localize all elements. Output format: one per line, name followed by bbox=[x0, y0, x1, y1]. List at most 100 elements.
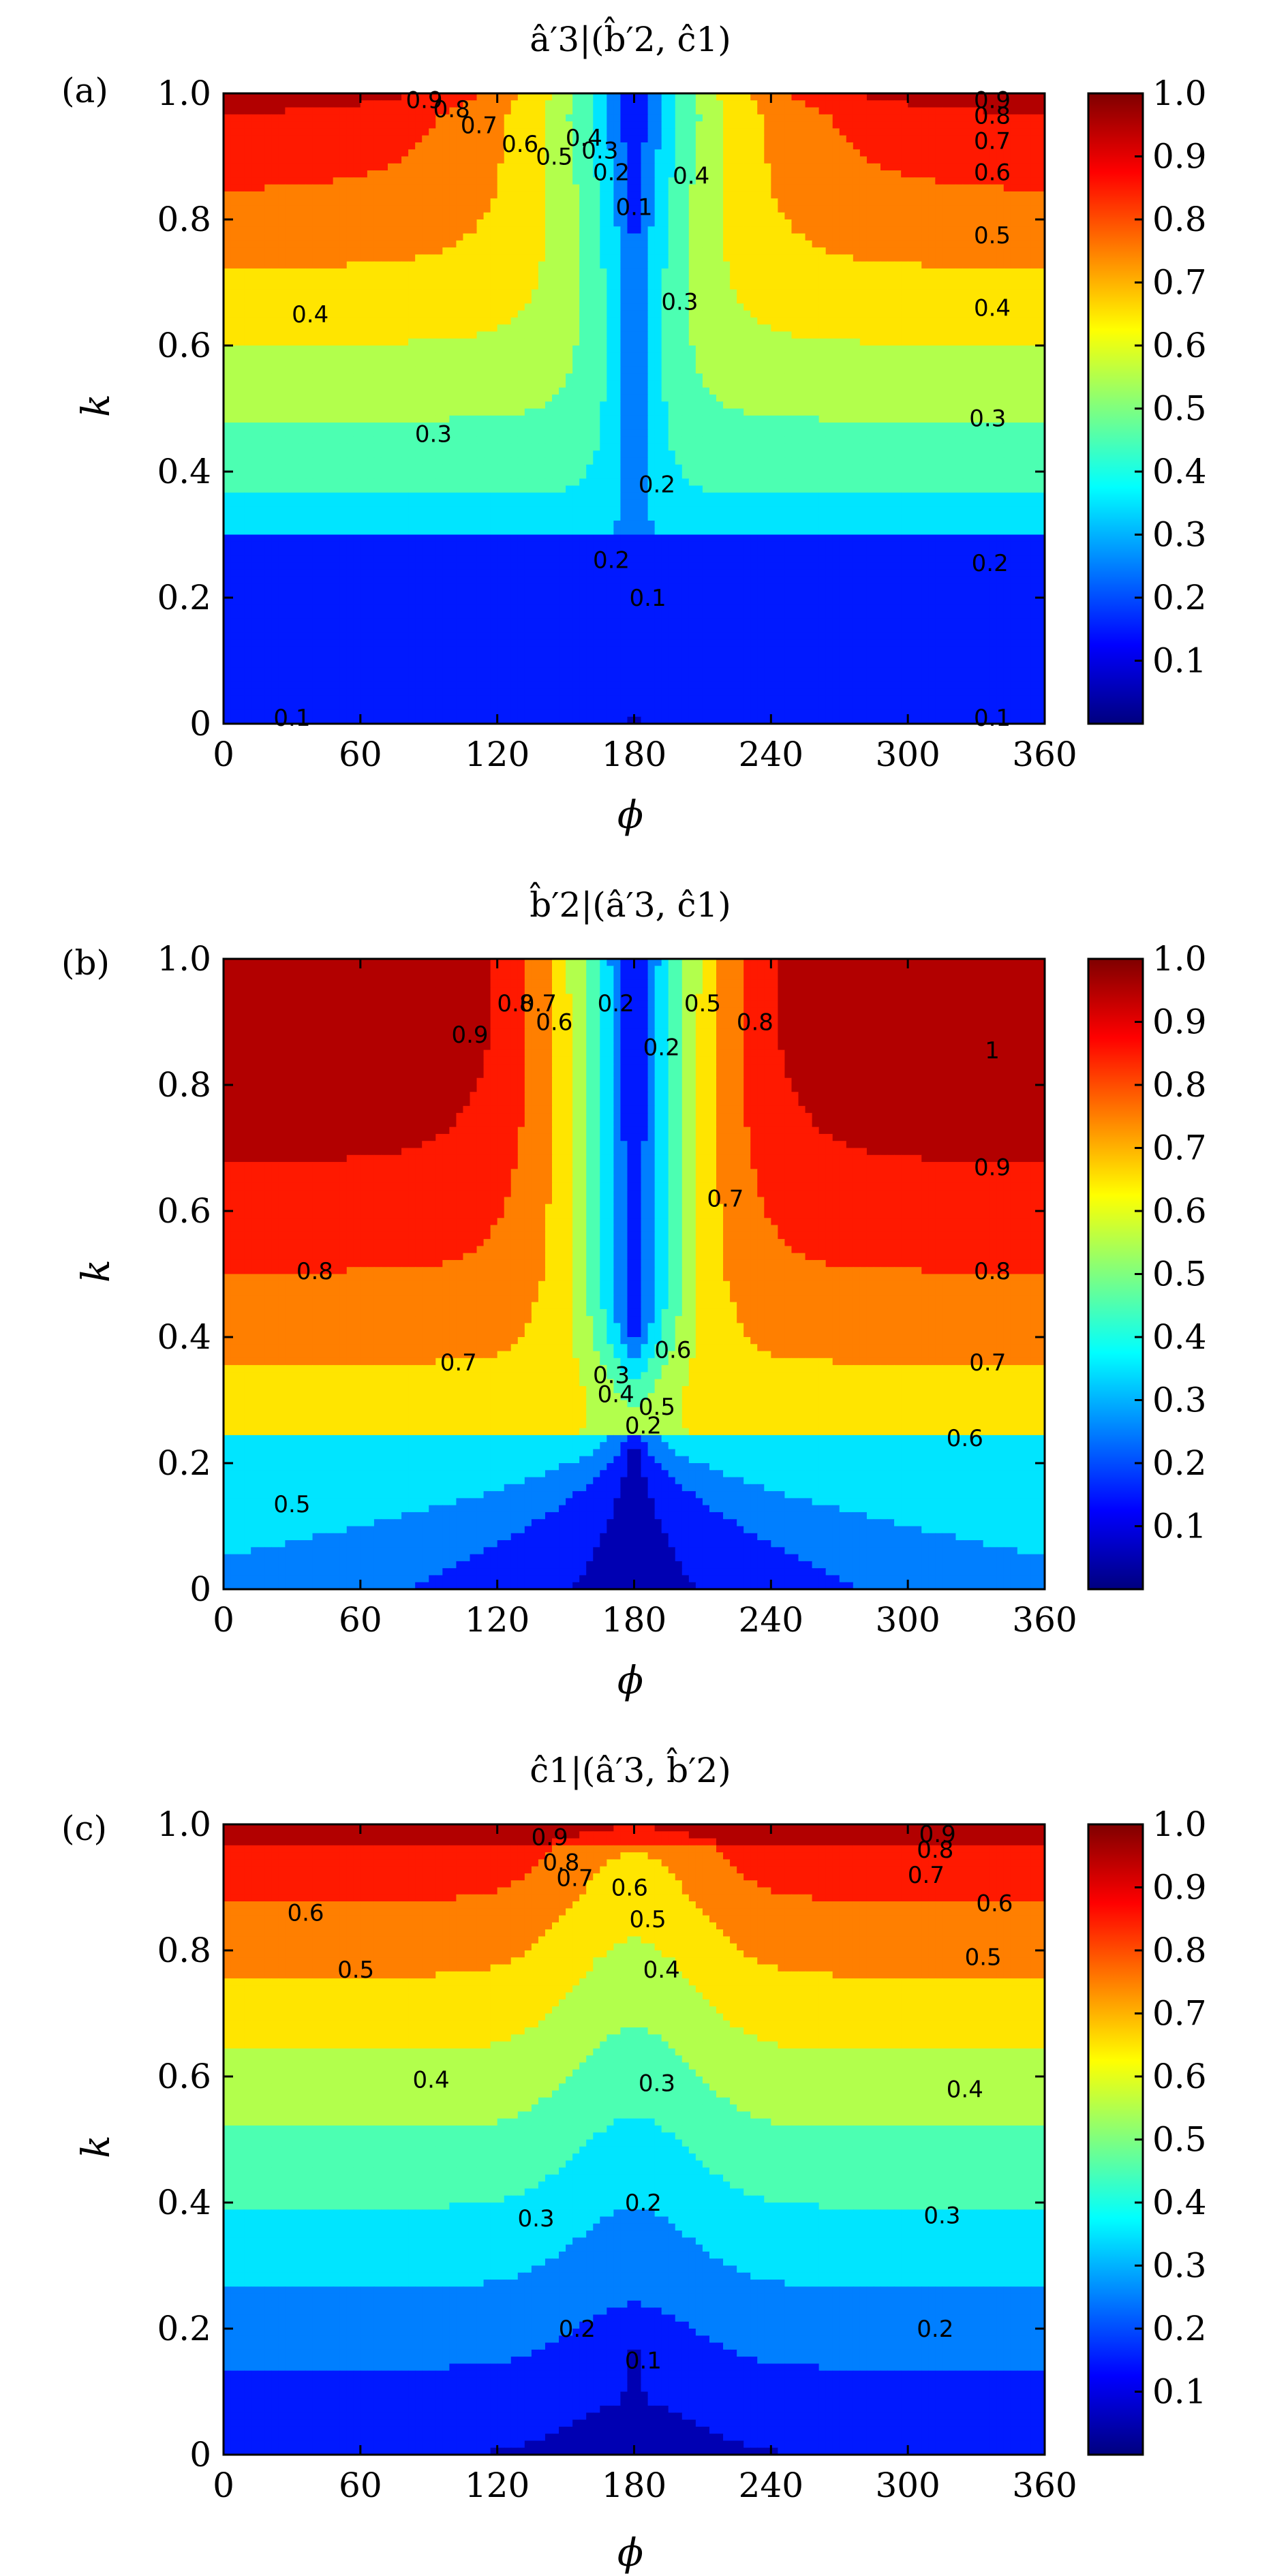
contour-cell bbox=[853, 352, 861, 361]
contour-cell bbox=[812, 338, 820, 346]
contour-cell bbox=[517, 107, 525, 115]
contour-cell bbox=[339, 352, 348, 361]
contour-cell bbox=[230, 191, 238, 199]
contour-cell bbox=[996, 149, 1005, 157]
contour-cell bbox=[1037, 121, 1045, 129]
contour-cell bbox=[1010, 149, 1018, 157]
contour-cell bbox=[360, 128, 368, 136]
contour-cell bbox=[456, 296, 464, 304]
contour-cell bbox=[312, 219, 320, 227]
contour-cell bbox=[1030, 128, 1039, 136]
contour-cell bbox=[915, 121, 922, 129]
contour-cell bbox=[996, 303, 1005, 311]
contour-cell bbox=[825, 100, 833, 108]
contour-cell bbox=[688, 275, 696, 283]
contour-cell bbox=[880, 233, 888, 241]
contour-cell bbox=[935, 107, 942, 115]
contour-cell bbox=[572, 324, 580, 333]
contour-cell bbox=[709, 114, 717, 122]
contour-cell bbox=[908, 324, 915, 333]
contour-cell bbox=[1010, 373, 1018, 381]
contour-cell bbox=[271, 93, 279, 101]
contour-cell bbox=[873, 346, 881, 353]
contour-cell bbox=[278, 135, 286, 143]
contour-cell bbox=[764, 310, 771, 318]
contour-cell bbox=[497, 324, 505, 333]
contour-cell bbox=[750, 149, 758, 157]
contour-cell bbox=[271, 296, 279, 304]
contour-cell bbox=[380, 191, 388, 199]
contour-cell bbox=[504, 359, 512, 367]
contour-cell bbox=[470, 331, 478, 339]
contour-cell bbox=[244, 282, 251, 290]
contour-cell bbox=[476, 338, 485, 346]
contour-cell bbox=[346, 226, 354, 234]
contour-cell bbox=[969, 346, 977, 353]
contour-cell bbox=[388, 289, 395, 297]
contour-cell bbox=[688, 346, 696, 353]
contour-cell bbox=[620, 289, 628, 297]
contour-cell bbox=[298, 296, 307, 304]
contour-cell bbox=[798, 366, 806, 374]
contour-cell bbox=[613, 275, 622, 283]
contour-cell bbox=[853, 100, 861, 108]
contour-cell bbox=[757, 114, 765, 122]
contour-cell bbox=[915, 156, 922, 164]
contour-cell bbox=[360, 373, 368, 381]
contour-cell bbox=[969, 107, 977, 115]
contour-cell bbox=[292, 247, 300, 255]
contour-cell bbox=[818, 149, 827, 157]
contour-cell bbox=[408, 247, 416, 255]
contour-cell bbox=[367, 282, 375, 290]
contour-cell bbox=[825, 149, 833, 157]
contour-cell bbox=[1024, 240, 1032, 248]
contour-cell bbox=[915, 310, 922, 318]
contour-cell bbox=[422, 107, 429, 115]
contour-cell bbox=[429, 275, 436, 283]
contour-cell bbox=[778, 346, 786, 353]
contour-cell bbox=[552, 331, 559, 339]
contour-cell bbox=[476, 373, 485, 381]
contour-cell bbox=[271, 268, 279, 276]
contour-cell bbox=[360, 163, 368, 171]
contour-cell bbox=[305, 233, 313, 241]
contour-cell bbox=[572, 93, 580, 101]
contour-cell bbox=[395, 149, 402, 157]
contour-cell bbox=[942, 346, 950, 353]
contour-cell bbox=[661, 373, 669, 381]
contour-cell bbox=[928, 177, 936, 185]
contour-cell bbox=[873, 310, 881, 318]
contour-cell bbox=[702, 261, 710, 269]
contour-cell bbox=[566, 324, 573, 333]
contour-cell bbox=[435, 198, 443, 206]
contour-cell bbox=[798, 247, 806, 255]
contour-cell bbox=[681, 205, 690, 213]
contour-cell bbox=[552, 219, 559, 227]
contour-cell bbox=[566, 247, 573, 255]
contour-cell bbox=[627, 352, 635, 361]
contour-cell bbox=[326, 212, 334, 220]
contour-cell bbox=[812, 142, 820, 150]
contour-cell bbox=[607, 254, 614, 262]
contour-cell bbox=[750, 191, 758, 199]
contour-cell bbox=[517, 184, 525, 192]
contour-cell bbox=[955, 359, 964, 367]
contour-cell bbox=[1037, 346, 1045, 353]
contour-cell bbox=[373, 93, 382, 101]
contour-cell bbox=[805, 324, 813, 333]
contour-cell bbox=[401, 205, 409, 213]
contour-cell bbox=[531, 135, 539, 143]
panel-a-label: (a) bbox=[61, 71, 108, 110]
contour-cell bbox=[846, 212, 854, 220]
contour-cell bbox=[1024, 346, 1032, 353]
contour-cell bbox=[990, 212, 998, 220]
contour-cell bbox=[449, 317, 457, 325]
contour-cell bbox=[251, 289, 258, 297]
contour-cell bbox=[292, 289, 300, 297]
contour-cell bbox=[627, 100, 635, 108]
contour-cell bbox=[258, 156, 265, 164]
contour-cell bbox=[422, 100, 429, 108]
contour-cell bbox=[497, 289, 505, 297]
contour-cell bbox=[976, 177, 984, 185]
contour-cell bbox=[319, 128, 327, 136]
